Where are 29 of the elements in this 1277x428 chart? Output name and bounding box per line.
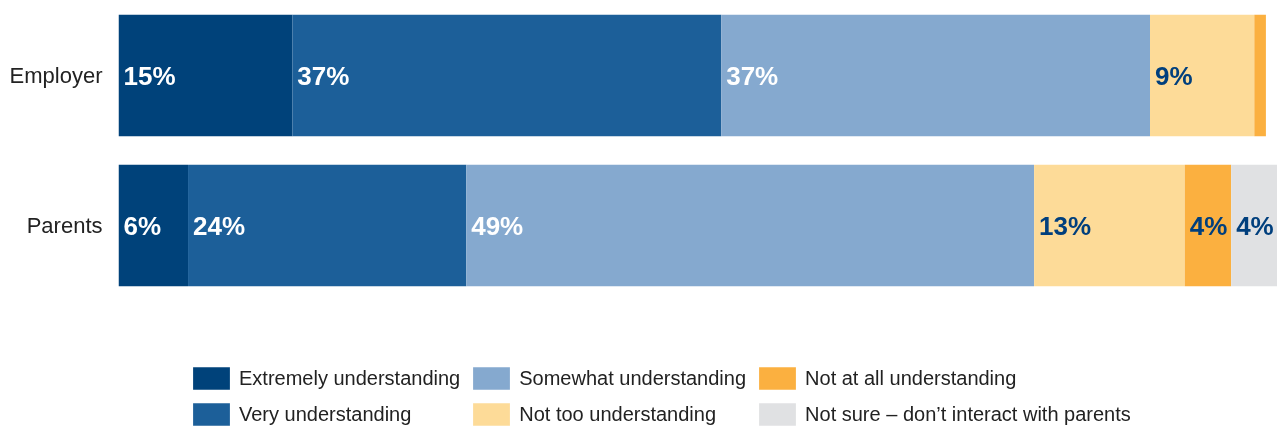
bar	[1184, 164, 1232, 287]
bar	[721, 14, 1151, 137]
data-label: 37%	[726, 60, 779, 91]
data-label: 9%	[1155, 60, 1193, 91]
bar	[1034, 164, 1185, 287]
bar	[1231, 164, 1277, 287]
data-label: 13%	[1039, 210, 1092, 241]
data-label: 37%	[297, 60, 350, 91]
bar	[1150, 14, 1255, 137]
bar	[188, 164, 467, 287]
data-label: 4%	[1236, 210, 1274, 241]
bar	[1254, 14, 1266, 137]
y-tick-label: Employer	[9, 63, 103, 89]
bar	[292, 14, 722, 137]
data-label: 49%	[471, 210, 524, 241]
legend-label: Not at all understanding	[805, 366, 1017, 390]
data-label: 24%	[193, 210, 246, 241]
data-label: 15%	[123, 60, 176, 91]
legend-label: Extremely understanding	[239, 366, 461, 390]
data-label: 4%	[1189, 210, 1228, 241]
legend-label: Not too understanding	[519, 402, 717, 426]
bar	[118, 14, 293, 137]
legend-label: Not sure – don’t interact with parents	[805, 402, 1131, 426]
data-label: 6%	[123, 210, 162, 241]
bar	[118, 164, 189, 287]
y-tick-label: Parents	[26, 213, 103, 239]
legend-label: Very understanding	[239, 402, 412, 426]
legend-label: Somewhat understanding	[519, 366, 747, 390]
bar	[466, 164, 1035, 287]
